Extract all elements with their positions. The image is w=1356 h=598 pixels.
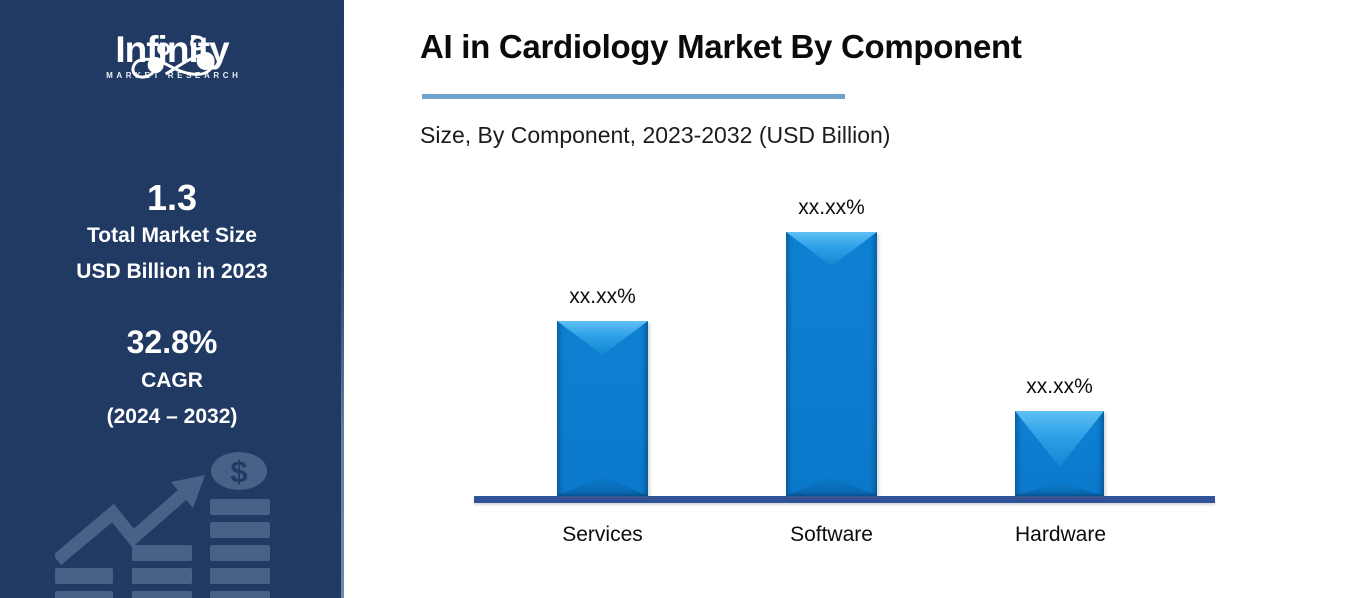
x-axis-label-software: Software (790, 523, 873, 546)
x-axis-baseline (474, 496, 1215, 503)
brand-logo: Infinity MARKET RESEARCH (0, 30, 344, 116)
sidebar: Infinity MARKET RESEARCH 1.3 Total Marke… (0, 0, 344, 598)
bar-hardware (1015, 411, 1104, 496)
stat-label-line: CAGR (141, 369, 203, 392)
stat-cagr: 32.8% CAGR (2024 – 2032) (0, 321, 344, 435)
bar-group-services: xx.xx% Services (557, 0, 648, 598)
bar-bevel-shadow (557, 476, 648, 496)
growth-arrow-icon (55, 475, 205, 565)
bar-value-label: xx.xx% (569, 285, 636, 308)
chart-subtitle: Size, By Component, 2023-2032 (USD Billi… (420, 122, 891, 148)
bar-group-software: xx.xx% Software (786, 0, 877, 598)
x-axis-label-hardware: Hardware (1015, 523, 1107, 546)
bar-bevel-highlight (557, 321, 648, 355)
bar-bevel-highlight (1015, 411, 1104, 467)
dollar-coin-icon: $ (211, 452, 267, 490)
title-underline-rule (422, 94, 845, 99)
stat-value: 32.8% (126, 324, 218, 360)
money-bars-icon (55, 499, 270, 598)
stat-label-line: (2024 – 2032) (106, 405, 238, 428)
stat-label-line: USD Billion in 2023 (76, 260, 268, 283)
stat-value: 1.3 (146, 177, 198, 218)
bar-bevel-shadow (786, 476, 877, 496)
brand-name: Infinity (115, 29, 229, 70)
bar-group-hardware: xx.xx% Hardware (1015, 0, 1107, 598)
bar-bevel-shadow (1015, 482, 1104, 496)
growth-chart-graphic: $ (55, 452, 270, 598)
bar-bevel-highlight (786, 232, 877, 266)
bar-services (557, 321, 648, 496)
x-axis-label-services: Services (562, 523, 643, 546)
page-title: AI in Cardiology Market By Component (420, 28, 1022, 65)
svg-text:$: $ (230, 454, 247, 489)
bar-value-label: xx.xx% (1026, 375, 1093, 398)
bar-software (786, 232, 877, 496)
stat-label-line: Total Market Size (87, 224, 257, 247)
bar-value-label: xx.xx% (798, 196, 865, 219)
stat-total-market-size: 1.3 Total Market Size USD Billion in 202… (0, 178, 344, 290)
brand-tagline: MARKET RESEARCH (106, 71, 242, 80)
infinity-swirl-icon (131, 35, 215, 79)
